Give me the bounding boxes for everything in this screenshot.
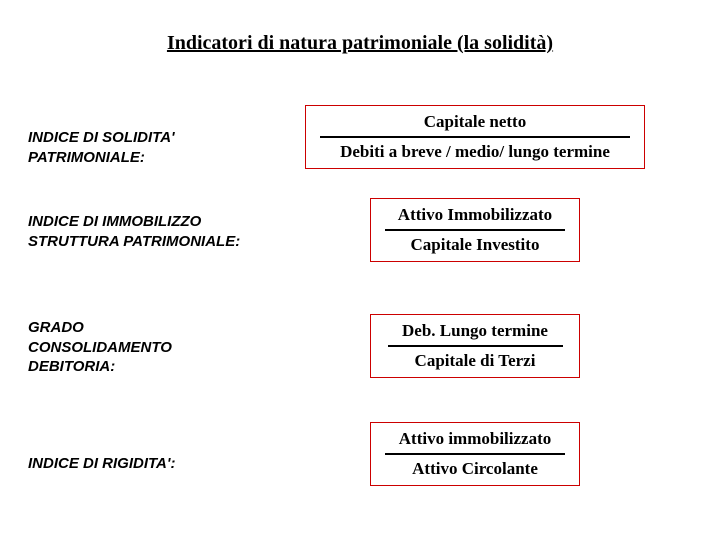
indicator-label-4: INDICE DI RIGIDITA': xyxy=(28,454,278,474)
fraction-box-2: Attivo Immobilizzato Capitale Investito xyxy=(370,198,580,262)
indicator-label-2: INDICE DI IMMOBILIZZOSTRUTTURA PATRIMONI… xyxy=(28,212,308,251)
fraction-line-1 xyxy=(320,136,630,138)
numerator-1: Capitale netto xyxy=(318,112,632,132)
label-text-4: INDICE DI RIGIDITA': xyxy=(28,455,175,472)
label-text-1a: INDICE DI SOLIDITA'PATRIMONIALE: xyxy=(28,129,175,166)
fraction-line-4 xyxy=(385,453,565,455)
numerator-2: Attivo Immobilizzato xyxy=(383,205,567,225)
denominator-4: Attivo Circolante xyxy=(383,459,567,479)
fraction-box-1: Capitale netto Debiti a breve / medio/ l… xyxy=(305,105,645,169)
label-text-2: INDICE DI IMMOBILIZZOSTRUTTURA PATRIMONI… xyxy=(28,213,240,250)
denominator-2: Capitale Investito xyxy=(383,235,567,255)
numerator-4: Attivo immobilizzato xyxy=(383,429,567,449)
denominator-3: Capitale di Terzi xyxy=(383,351,567,371)
indicator-label-3: GRADOCONSOLIDAMENTODEBITORIA: xyxy=(28,318,278,377)
page-title: Indicatori di natura patrimoniale (la so… xyxy=(0,32,720,55)
numerator-3: Deb. Lungo termine xyxy=(383,321,567,341)
indicator-label-1: INDICE DI SOLIDITA'PATRIMONIALE: xyxy=(28,128,278,167)
label-text-3: GRADOCONSOLIDAMENTODEBITORIA: xyxy=(28,319,172,375)
fraction-box-3: Deb. Lungo termine Capitale di Terzi xyxy=(370,314,580,378)
denominator-1: Debiti a breve / medio/ lungo termine xyxy=(318,142,632,162)
fraction-box-4: Attivo immobilizzato Attivo Circolante xyxy=(370,422,580,486)
fraction-line-2 xyxy=(385,229,565,231)
fraction-line-3 xyxy=(388,345,563,347)
